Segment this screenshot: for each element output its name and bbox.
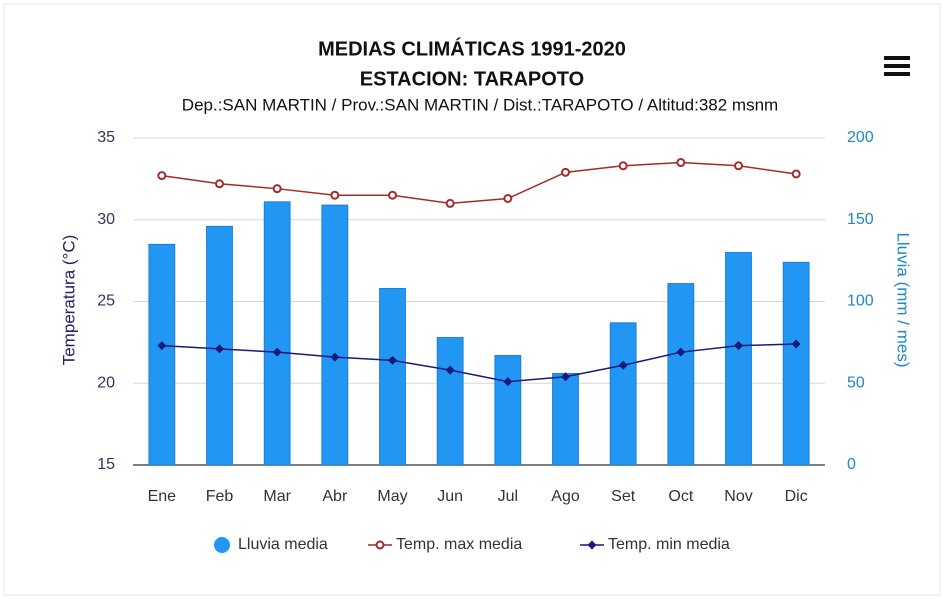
menu-bar bbox=[884, 64, 910, 68]
point bbox=[503, 193, 513, 203]
point bbox=[503, 377, 513, 387]
point bbox=[445, 365, 455, 375]
bar bbox=[148, 243, 176, 466]
point bbox=[272, 347, 282, 357]
x-tick-label: Jul bbox=[498, 488, 518, 505]
point bbox=[618, 161, 628, 171]
bar bbox=[321, 204, 349, 466]
x-tick-label: Nov bbox=[724, 488, 752, 505]
bar bbox=[782, 261, 810, 466]
x-tick-label: Oct bbox=[668, 488, 693, 505]
y-tick-label: 15 bbox=[97, 456, 115, 473]
point bbox=[561, 372, 570, 382]
point bbox=[388, 355, 397, 365]
point bbox=[330, 190, 340, 200]
chart-subtitle: Dep.:SAN MARTIN / Prov.:SAN MARTIN / Dis… bbox=[182, 95, 778, 114]
point bbox=[388, 190, 397, 200]
bar bbox=[494, 355, 522, 466]
y2-tick-label: 0 bbox=[847, 456, 856, 473]
x-tick-label: May bbox=[377, 488, 407, 505]
x-tick-label: Set bbox=[611, 488, 636, 505]
menu-bar bbox=[884, 56, 910, 60]
y2-tick-label: 50 bbox=[847, 374, 865, 391]
point bbox=[618, 360, 628, 370]
y-tick-label: 35 bbox=[97, 129, 115, 146]
point bbox=[157, 171, 167, 181]
y2-tick-label: 200 bbox=[847, 129, 874, 146]
point bbox=[791, 169, 801, 179]
y-axis-title: Temperatura (°C) bbox=[59, 235, 78, 366]
x-tick-label: Feb bbox=[206, 488, 234, 505]
bar bbox=[725, 252, 752, 466]
bar bbox=[263, 201, 291, 466]
menu-bar bbox=[884, 72, 910, 76]
y2-tick-label: 150 bbox=[847, 211, 874, 228]
legend-label: Lluvia media bbox=[238, 536, 328, 553]
point bbox=[215, 179, 224, 189]
chart-subtitle: ESTACION: TARAPOTO bbox=[360, 68, 584, 90]
bar bbox=[609, 322, 637, 466]
legend-marker bbox=[375, 540, 385, 550]
point bbox=[676, 158, 686, 168]
bar bbox=[667, 283, 695, 466]
legend-marker bbox=[587, 540, 597, 550]
bar bbox=[379, 288, 406, 466]
y-tick-label: 20 bbox=[97, 374, 115, 391]
y-tick-label: 30 bbox=[97, 211, 115, 228]
menu-button[interactable] bbox=[884, 56, 910, 76]
y-tick-label: 25 bbox=[97, 293, 115, 310]
x-tick-label: Abr bbox=[322, 488, 348, 505]
x-tick-label: Dic bbox=[785, 488, 808, 505]
bar bbox=[436, 337, 464, 466]
point bbox=[734, 341, 743, 351]
x-tick-label: Ene bbox=[148, 488, 177, 505]
point bbox=[157, 341, 167, 351]
point bbox=[561, 167, 570, 177]
point bbox=[215, 344, 224, 354]
point bbox=[791, 339, 801, 349]
legend-label: Temp. max media bbox=[396, 536, 522, 553]
line bbox=[161, 343, 797, 383]
point bbox=[445, 198, 455, 208]
line bbox=[161, 161, 797, 205]
bar bbox=[552, 373, 579, 466]
point bbox=[330, 352, 340, 362]
x-tick-label: Jun bbox=[437, 488, 463, 505]
point bbox=[272, 184, 282, 194]
y2-axis-title: Lluvia (mm / mes) bbox=[894, 232, 913, 367]
legend-label: Temp. min media bbox=[608, 536, 730, 553]
point bbox=[734, 161, 743, 171]
x-tick-label: Mar bbox=[263, 488, 291, 505]
x-tick-label: Ago bbox=[551, 488, 580, 505]
chart-title: MEDIAS CLIMÁTICAS 1991-2020 bbox=[318, 37, 626, 60]
legend-swatch bbox=[214, 537, 230, 553]
y2-tick-label: 100 bbox=[847, 293, 874, 310]
point bbox=[676, 347, 686, 357]
